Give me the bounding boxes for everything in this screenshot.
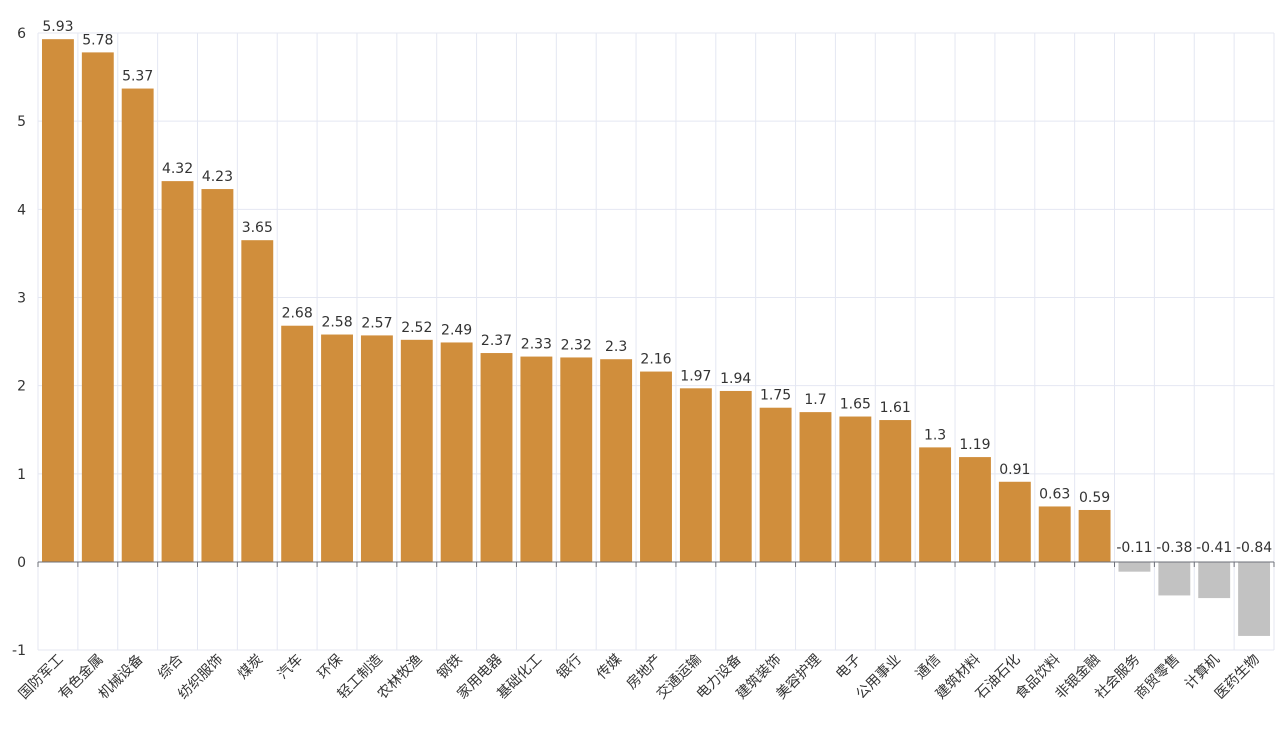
value-labels: 5.93 5.78 5.37 4.32 4.23 3.65 2.68 2.58 2.57 2.52… <box>42 19 1272 556</box>
value-label: -0.11 <box>1116 540 1152 556</box>
y-tick-label: 6 <box>17 26 26 42</box>
bar-20[interactable] <box>799 412 832 562</box>
bar-18[interactable] <box>719 390 752 562</box>
bar-23[interactable] <box>919 447 952 562</box>
category-label: 钢铁 <box>434 652 465 683</box>
category-label: 商贸零售 <box>1132 652 1183 703</box>
bar-15[interactable] <box>600 359 633 562</box>
value-label: 2.16 <box>640 352 671 368</box>
category-label: 机械设备 <box>95 651 147 703</box>
bar-25[interactable] <box>998 481 1031 562</box>
bars <box>41 39 1271 636</box>
y-tick-label: 5 <box>17 114 26 130</box>
bar-13[interactable] <box>520 356 553 562</box>
bar-3[interactable] <box>121 88 154 563</box>
bar-8[interactable] <box>321 334 353 562</box>
y-tick-label: 0 <box>17 555 26 571</box>
category-label: 纺织服饰 <box>175 652 226 703</box>
y-tick-label: 3 <box>17 291 26 307</box>
bar-30[interactable] <box>1198 562 1231 599</box>
bar-27[interactable] <box>1078 509 1111 562</box>
value-label: 2.32 <box>561 337 592 353</box>
value-label: 2.33 <box>521 337 552 353</box>
value-label: 3.65 <box>242 220 273 236</box>
bar-24[interactable] <box>959 457 991 562</box>
bar-17[interactable] <box>679 388 712 562</box>
y-tick-label: 4 <box>17 202 26 218</box>
y-tick-label: 2 <box>17 379 26 395</box>
value-label: 1.97 <box>680 368 711 384</box>
bar-26[interactable] <box>1038 506 1071 562</box>
category-label: 汽车 <box>274 651 306 683</box>
bar-9[interactable] <box>360 335 393 562</box>
category-label: 银行 <box>554 652 585 683</box>
category-label: 美容护理 <box>773 651 825 703</box>
value-label: 2.58 <box>321 315 352 331</box>
bar-19[interactable] <box>759 407 792 562</box>
bar-12[interactable] <box>480 353 513 562</box>
bar-10[interactable] <box>400 339 433 562</box>
category-label: 基础化工 <box>494 651 546 703</box>
y-tick-label: 1 <box>17 467 26 483</box>
value-label: 1.65 <box>840 397 871 413</box>
value-label: 1.75 <box>760 388 791 404</box>
bar-7[interactable] <box>281 325 314 562</box>
value-label: 2.49 <box>441 322 472 338</box>
value-label: 1.94 <box>720 371 751 387</box>
bar-28[interactable] <box>1118 562 1151 572</box>
y-axis-ticks: 6 5 4 3 2 1 0 -1 <box>12 26 26 659</box>
bar-29[interactable] <box>1158 562 1191 596</box>
category-label: 煤炭 <box>235 652 266 683</box>
value-label: 2.57 <box>361 315 392 331</box>
category-label: 环保 <box>315 652 346 683</box>
category-label: 电子 <box>833 652 864 683</box>
x-axis <box>37 561 1275 567</box>
value-label: -0.41 <box>1196 540 1232 556</box>
value-label: 5.93 <box>42 19 73 35</box>
category-label: 农林牧渔 <box>375 652 426 703</box>
bar-22[interactable] <box>879 420 912 562</box>
value-label: -0.38 <box>1156 540 1192 556</box>
value-label: 2.3 <box>605 339 627 355</box>
category-label: 综合 <box>155 652 186 683</box>
bar-6[interactable] <box>241 240 274 563</box>
value-label: 4.32 <box>162 161 193 177</box>
value-label: -0.84 <box>1236 540 1272 556</box>
value-label: 0.63 <box>1039 486 1070 502</box>
value-label: 5.78 <box>82 32 113 48</box>
bar-21[interactable] <box>839 416 872 562</box>
value-label: 2.52 <box>401 320 432 336</box>
category-label: 传媒 <box>594 652 625 683</box>
value-label: 5.37 <box>122 69 153 85</box>
value-label: 2.37 <box>481 333 512 349</box>
bar-1[interactable] <box>41 39 74 562</box>
category-label: 公用事业 <box>853 652 904 703</box>
value-label: 1.61 <box>880 400 911 416</box>
y-tick-label: -1 <box>12 643 26 659</box>
bar-16[interactable] <box>640 371 672 562</box>
value-label: 2.68 <box>282 306 313 322</box>
bar-5[interactable] <box>201 189 234 562</box>
bar-4[interactable] <box>161 181 194 562</box>
bar-31[interactable] <box>1238 562 1271 636</box>
bar-2[interactable] <box>81 52 114 562</box>
value-label: 1.7 <box>804 392 826 408</box>
value-label: 4.23 <box>202 169 233 185</box>
value-label: 0.91 <box>999 462 1030 478</box>
bar-14[interactable] <box>560 357 593 562</box>
value-label: 0.59 <box>1079 490 1110 506</box>
category-label: 医药生物 <box>1212 652 1263 703</box>
value-label: 1.3 <box>924 427 946 443</box>
value-label: 1.19 <box>959 437 990 453</box>
bar-11[interactable] <box>440 342 473 562</box>
category-label: 通信 <box>913 652 944 683</box>
